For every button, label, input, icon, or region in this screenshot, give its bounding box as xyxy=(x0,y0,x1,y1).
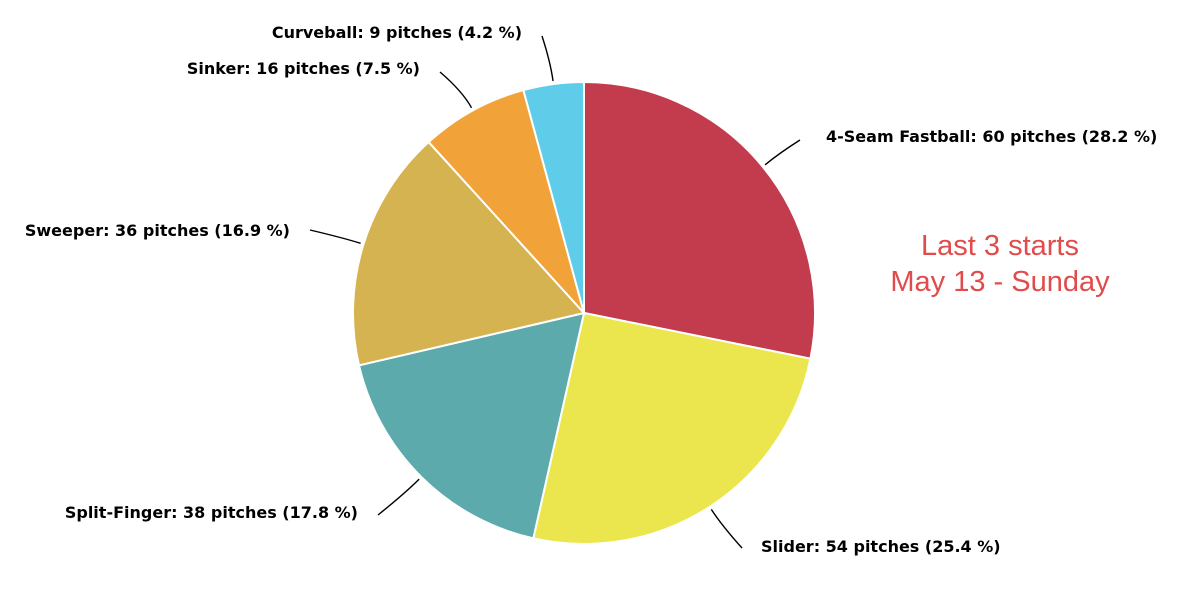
label-leader-lines xyxy=(309,35,801,549)
annotation-line-2: May 13 - Sunday xyxy=(890,266,1110,298)
pie-slice-curveball xyxy=(522,80,585,314)
leader-line-4-seam-fastball xyxy=(764,139,801,166)
pie-slice-sinker xyxy=(427,88,585,314)
slice-labels: 4-Seam Fastball: 60 pitches (28.2 %) Slid… xyxy=(25,23,1157,556)
slice-label-sweeper: Sweeper: 36 pitches (16.9 %) xyxy=(25,221,290,240)
slice-label-sinker: Sinker: 16 pitches (7.5 %) xyxy=(187,59,420,78)
pie-slice-4-seam-fastball xyxy=(583,80,816,360)
annotation-line-1: Last 3 starts xyxy=(921,230,1079,262)
slice-label-split-finger: Split-Finger: 38 pitches (17.8 %) xyxy=(65,503,358,522)
slice-label-slider: Slider: 54 pitches (25.4 %) xyxy=(761,537,1001,556)
leader-line-sinker xyxy=(439,71,473,109)
pie-slice-split-finger xyxy=(357,311,586,540)
leader-line-sweeper xyxy=(309,229,361,244)
pie-slice-slider xyxy=(532,311,812,545)
chart-annotation: Last 3 starts May 13 - Sunday xyxy=(850,228,1150,300)
slice-label-4-seam-fastball: 4-Seam Fastball: 60 pitches (28.2 %) xyxy=(826,127,1157,146)
pie-slices xyxy=(352,80,816,545)
leader-line-split-finger xyxy=(377,478,420,516)
slice-label-curveball: Curveball: 9 pitches (4.2 %) xyxy=(272,23,522,42)
leader-line-slider xyxy=(710,508,743,549)
leader-line-curveball xyxy=(541,35,554,82)
pie-slice-sweeper xyxy=(352,140,586,367)
